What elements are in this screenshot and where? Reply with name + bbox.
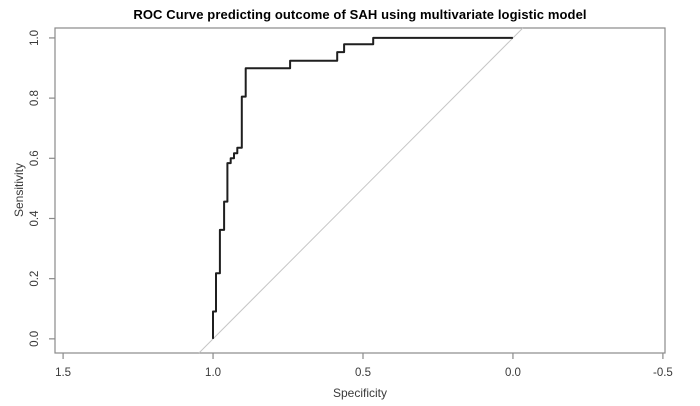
roc-curve [212,36,513,339]
x-tick-label: -0.5 [653,367,673,379]
reference-diagonal-line [198,27,524,354]
x-tick-label: 1.5 [55,367,71,379]
x-axis-label: Specificity [332,386,388,400]
x-tick-label: 0.0 [505,367,521,379]
y-tick-label: 1.0 [29,30,41,46]
y-axis-label: Sensitivity [12,162,26,218]
y-tick-label: 0.4 [29,210,41,227]
y-tick-label: 0.0 [29,331,41,347]
y-tick-label: 0.8 [29,90,41,106]
y-tick-label: 0.2 [29,271,41,287]
y-tick-label: 0.6 [29,150,41,166]
x-tick-label: 0.5 [355,367,371,379]
chart-title: ROC Curve predicting outcome of SAH usin… [133,7,587,22]
x-tick-label: 1.0 [205,367,221,379]
plot-box [54,27,666,354]
